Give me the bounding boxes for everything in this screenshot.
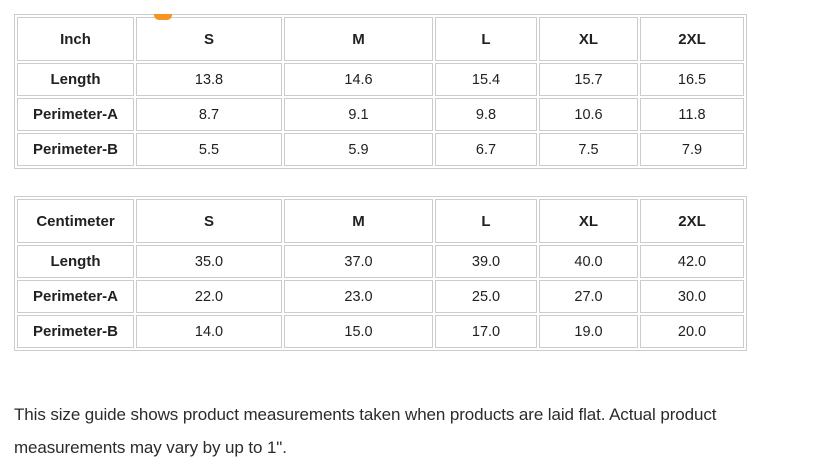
table-row: Perimeter-A 8.7 9.1 9.8 10.6 11.8 bbox=[17, 98, 744, 131]
value-cell: 15.0 bbox=[284, 315, 433, 348]
row-label-cell: Perimeter-A bbox=[17, 98, 134, 131]
unit-header-cell: Centimeter bbox=[17, 199, 134, 243]
value-cell: 22.0 bbox=[136, 280, 282, 313]
value-cell: 9.8 bbox=[435, 98, 537, 131]
value-cell: 20.0 bbox=[640, 315, 744, 348]
value-cell: 30.0 bbox=[640, 280, 744, 313]
table-row: Perimeter-B 14.0 15.0 17.0 19.0 20.0 bbox=[17, 315, 744, 348]
unit-header-cell: Inch bbox=[17, 17, 134, 61]
size-column-header: XL bbox=[539, 199, 638, 243]
table-row: Perimeter-A 22.0 23.0 25.0 27.0 30.0 bbox=[17, 280, 744, 313]
value-cell: 8.7 bbox=[136, 98, 282, 131]
value-cell: 7.9 bbox=[640, 133, 744, 166]
size-guide-note: This size guide shows product measuremen… bbox=[14, 405, 717, 458]
value-cell: 6.7 bbox=[435, 133, 537, 166]
cut-off-heading-fragment bbox=[154, 14, 172, 20]
value-cell: 10.6 bbox=[539, 98, 638, 131]
value-cell: 37.0 bbox=[284, 245, 433, 278]
value-cell: 14.6 bbox=[284, 63, 433, 96]
row-label-cell: Perimeter-B bbox=[17, 133, 134, 166]
size-column-header: L bbox=[435, 17, 537, 61]
value-cell: 13.8 bbox=[136, 63, 282, 96]
size-column-header: 2XL bbox=[640, 199, 744, 243]
size-guide-section: Inch S M L XL 2XL Length 13.8 14.6 15.4 … bbox=[0, 14, 824, 464]
value-cell: 15.7 bbox=[539, 63, 638, 96]
value-cell: 25.0 bbox=[435, 280, 537, 313]
row-label-cell: Length bbox=[17, 245, 134, 278]
table-row: Length 35.0 37.0 39.0 40.0 42.0 bbox=[17, 245, 744, 278]
value-cell: 5.5 bbox=[136, 133, 282, 166]
size-column-header: 2XL bbox=[640, 17, 744, 61]
size-column-header: M bbox=[284, 199, 433, 243]
value-cell: 27.0 bbox=[539, 280, 638, 313]
value-cell: 9.1 bbox=[284, 98, 433, 131]
value-cell: 14.0 bbox=[136, 315, 282, 348]
value-cell: 15.4 bbox=[435, 63, 537, 96]
size-column-header: L bbox=[435, 199, 537, 243]
table-header-row: Centimeter S M L XL 2XL bbox=[17, 199, 744, 243]
value-cell: 39.0 bbox=[435, 245, 537, 278]
value-cell: 23.0 bbox=[284, 280, 433, 313]
value-cell: 35.0 bbox=[136, 245, 282, 278]
value-cell: 17.0 bbox=[435, 315, 537, 348]
table-header-row: Inch S M L XL 2XL bbox=[17, 17, 744, 61]
size-column-header: S bbox=[136, 17, 282, 61]
value-cell: 5.9 bbox=[284, 133, 433, 166]
value-cell: 16.5 bbox=[640, 63, 744, 96]
size-table-centimeter: Centimeter S M L XL 2XL Length 35.0 37.0… bbox=[14, 196, 747, 351]
table-row: Perimeter-B 5.5 5.9 6.7 7.5 7.9 bbox=[17, 133, 744, 166]
row-label-cell: Length bbox=[17, 63, 134, 96]
value-cell: 19.0 bbox=[539, 315, 638, 348]
row-label-cell: Perimeter-B bbox=[17, 315, 134, 348]
size-column-header: XL bbox=[539, 17, 638, 61]
value-cell: 11.8 bbox=[640, 98, 744, 131]
size-table-inch: Inch S M L XL 2XL Length 13.8 14.6 15.4 … bbox=[14, 14, 747, 169]
size-column-header: S bbox=[136, 199, 282, 243]
value-cell: 42.0 bbox=[640, 245, 744, 278]
size-column-header: M bbox=[284, 17, 433, 61]
value-cell: 40.0 bbox=[539, 245, 638, 278]
value-cell: 7.5 bbox=[539, 133, 638, 166]
row-label-cell: Perimeter-A bbox=[17, 280, 134, 313]
table-row: Length 13.8 14.6 15.4 15.7 16.5 bbox=[17, 63, 744, 96]
